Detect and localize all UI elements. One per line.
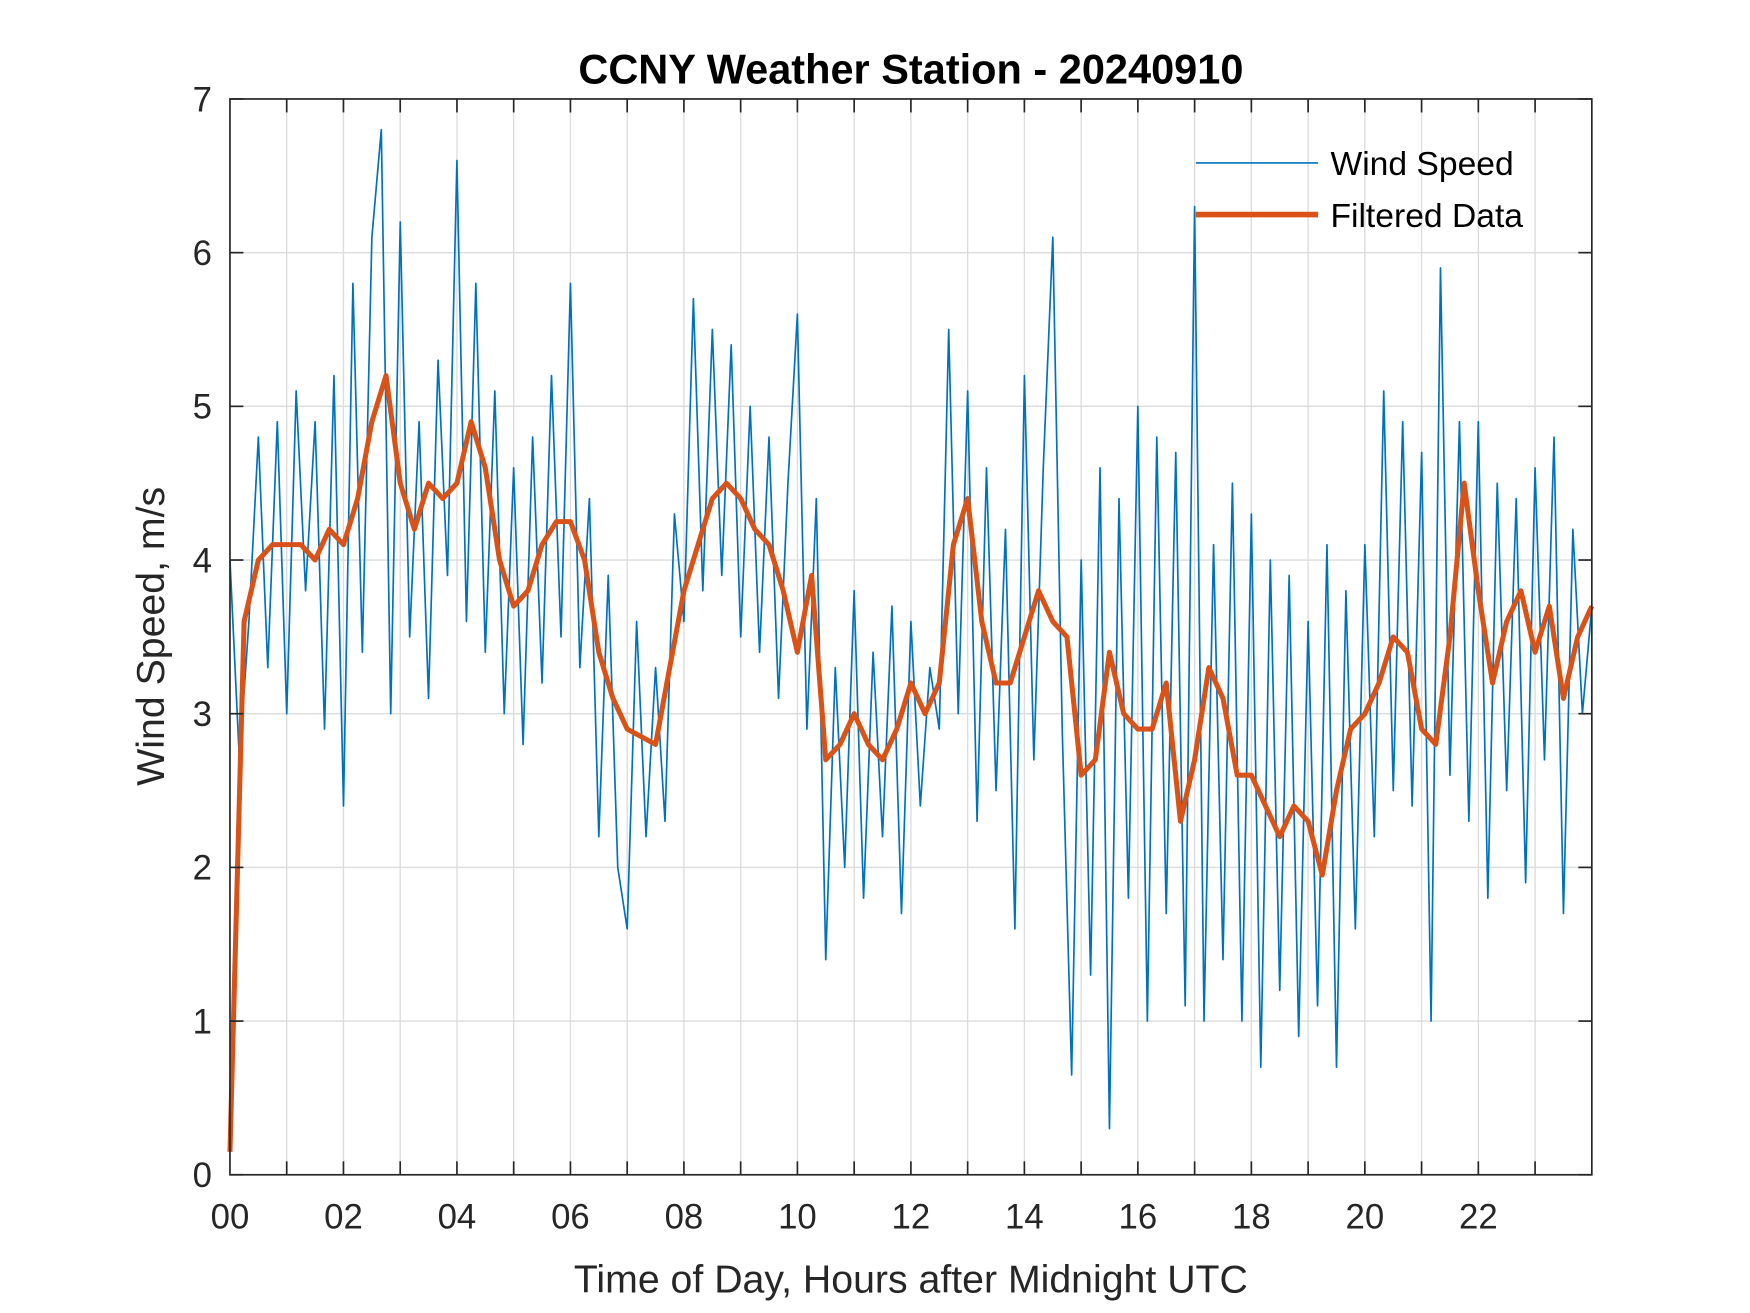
x-tick-label: 02 <box>324 1199 363 1237</box>
y-tick-label: 2 <box>193 850 212 888</box>
x-axis-label: Time of Day, Hours after Midnight UTC <box>574 1258 1248 1302</box>
x-tick-label: 10 <box>778 1199 817 1237</box>
series-layer <box>227 128 1595 1152</box>
x-tick-label: 08 <box>665 1199 704 1237</box>
y-axis-label: Wind Speed, m/s <box>129 487 173 786</box>
legend: Wind Speed Filtered Data <box>1195 146 1523 235</box>
x-tick-label: 12 <box>892 1199 931 1237</box>
y-tick-label: 7 <box>193 81 212 119</box>
x-tick-label: 22 <box>1459 1199 1498 1237</box>
chart-title: CCNY Weather Station - 20240910 <box>578 45 1243 92</box>
y-tick-label: 0 <box>193 1157 212 1195</box>
x-tick-label: 00 <box>211 1199 250 1237</box>
legend-filtered-data-label: Filtered Data <box>1330 198 1523 235</box>
filtered-data-line <box>227 373 1595 1152</box>
x-tick-label: 04 <box>438 1199 477 1237</box>
x-tick-label: 16 <box>1119 1199 1158 1237</box>
x-tick-label: 14 <box>1005 1199 1044 1237</box>
y-tick-label: 4 <box>193 542 212 580</box>
y-tick-label: 6 <box>193 235 212 273</box>
y-tick-label: 5 <box>193 389 212 427</box>
y-tick-label: 1 <box>193 1003 212 1041</box>
x-tick-label: 18 <box>1232 1199 1271 1237</box>
wind-speed-line <box>229 128 1593 1130</box>
x-tick-label: 20 <box>1346 1199 1385 1237</box>
y-tick-label: 3 <box>193 696 212 734</box>
legend-wind-speed-label: Wind Speed <box>1330 146 1513 183</box>
x-tick-label: 06 <box>551 1199 590 1237</box>
